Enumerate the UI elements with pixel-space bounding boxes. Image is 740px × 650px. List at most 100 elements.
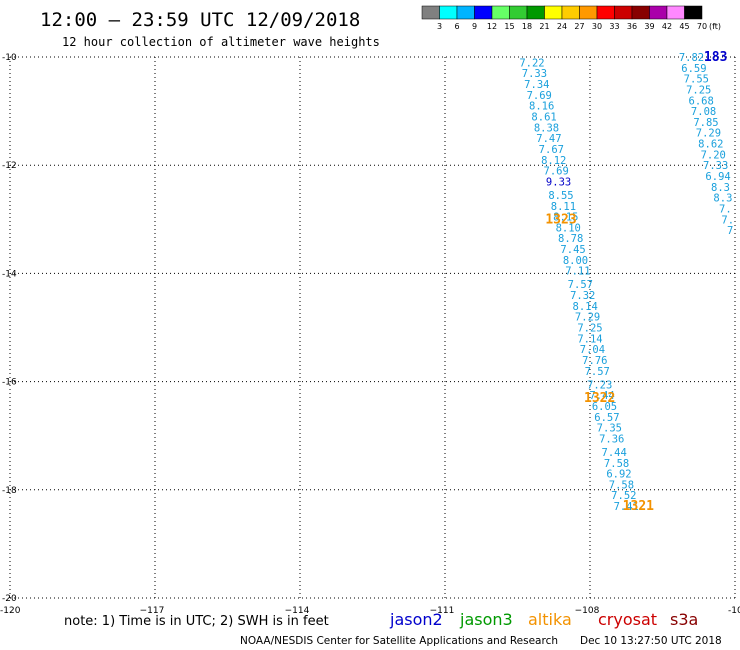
- swh-value: 8.55: [548, 190, 573, 202]
- grid-lines: [9, 56, 736, 599]
- pass-number: 1322: [584, 391, 615, 406]
- colorbar-label: 18: [522, 22, 532, 31]
- satellite-legend-item: s3a: [670, 610, 698, 629]
- colorbar-swatch: [544, 5, 563, 20]
- swh-value: 7.32: [570, 290, 595, 302]
- y-tick-label: -20: [2, 594, 17, 604]
- swh-value: 7.44: [602, 447, 627, 459]
- swh-value: 6.94: [705, 171, 730, 183]
- track-data: 7.227.337.347.698.168.618.387.477.678.12…: [519, 50, 734, 514]
- colorbar-label: 15: [504, 22, 514, 31]
- x-tick-label: −117: [140, 606, 165, 616]
- swh-value: 8.3: [713, 193, 732, 205]
- swh-value: 6.59: [681, 63, 706, 75]
- swh-value: 7.52: [611, 490, 636, 502]
- swh-value: 7.44: [589, 390, 614, 402]
- swh-value: 7.33: [703, 160, 728, 172]
- swh-value: 8.14: [573, 301, 598, 313]
- swh-value: 7.: [719, 203, 732, 215]
- colorbar-label: 12: [487, 22, 497, 31]
- axis-ticks: −117 −114 −111 −108 -12 -14 -16 -18 -10 -20 -120 -1…: [0, 53, 740, 616]
- y-tick-label: -18: [2, 486, 17, 496]
- colorbar-label: 30: [592, 22, 602, 31]
- swh-value: 7.58: [604, 458, 629, 470]
- colorbar-label: 39: [644, 22, 654, 31]
- swh-value: 7.08: [691, 106, 716, 118]
- swh-value: 7.23: [587, 379, 612, 391]
- x-tick-label: -10: [728, 606, 740, 616]
- y-tick-label: -10: [2, 53, 17, 63]
- swh-value: 8.15: [553, 212, 578, 224]
- colorbar-swatch: [666, 5, 685, 20]
- swh-value: 8.3: [711, 182, 730, 194]
- colorbar-swatch: [526, 5, 545, 20]
- x-tick-label: −114: [285, 606, 310, 616]
- swh-value: 6.05: [592, 401, 617, 413]
- swh-value: 7.55: [684, 74, 709, 86]
- colorbar-label: 21: [539, 22, 549, 31]
- colorbar-swatch: [509, 5, 528, 20]
- colorbar-swatch: [456, 5, 475, 20]
- swh-value: 8.10: [556, 222, 581, 234]
- satellite-legend-item: jason2: [389, 610, 443, 629]
- swh-value: 7.57: [568, 279, 593, 291]
- colorbar-swatch: [474, 5, 493, 20]
- swh-value: 6.57: [594, 412, 619, 424]
- swh-value: 8.62: [698, 139, 723, 151]
- swh-value: 7.04: [580, 344, 605, 356]
- satellite-legend: jason2 jason3 altika cryosat s3a: [389, 610, 698, 629]
- x-tick-label: -120: [0, 606, 21, 616]
- swh-value: 7.69: [544, 166, 569, 178]
- chart-subtitle: 12 hour collection of altimeter wave hei…: [62, 35, 380, 49]
- swh-value: 7.58: [609, 479, 634, 491]
- swh-value: 8.12: [541, 155, 566, 167]
- colorbar-swatch: [649, 5, 668, 20]
- colorbar-label: 3: [437, 22, 442, 31]
- swh-value: 7.82: [679, 52, 704, 64]
- pass-number: 1321: [623, 499, 654, 514]
- colorbar-label: 27: [574, 22, 584, 31]
- colorbar-unit: (ft): [709, 22, 721, 31]
- swh-value: 7.22: [519, 57, 544, 69]
- colorbar-label: 24: [557, 22, 567, 31]
- swh-value: 7.76: [582, 355, 607, 367]
- swh-value: 7.57: [585, 366, 610, 378]
- swh-value: 7.45: [560, 244, 585, 256]
- swh-value: 9.33: [546, 176, 571, 188]
- swh-value: 7.11: [565, 266, 590, 278]
- swh-value: 7.85: [693, 117, 718, 129]
- y-tick-label: -12: [2, 161, 17, 171]
- swh-value: 7.: [721, 214, 734, 226]
- swh-value: 7.34: [524, 79, 549, 91]
- colorbar-label: 45: [679, 22, 689, 31]
- y-tick-label: -16: [2, 378, 17, 388]
- footer-note: note: 1) Time is in UTC; 2) SWH is in fe…: [64, 614, 329, 629]
- pass-number: 183: [704, 50, 727, 65]
- colorbar-swatch: [421, 5, 440, 20]
- swh-value: 7.67: [539, 144, 564, 156]
- swh-value: 8.11: [551, 201, 576, 213]
- colorbar-label: 36: [627, 22, 637, 31]
- colorbar-label: 33: [609, 22, 619, 31]
- swh-value: 6.68: [689, 95, 714, 107]
- swh-value: 7: [727, 225, 733, 237]
- swh-value: 7.29: [575, 312, 600, 324]
- colorbar-swatch: [579, 5, 598, 20]
- swh-value: 8.00: [563, 255, 588, 267]
- colorbar-swatch: [596, 5, 615, 20]
- swh-value: 7.47: [536, 133, 561, 145]
- color-legend: 3 6 9 12 15 18 21 24 27 30 33 36 39 42 45 70 (ft): [421, 5, 721, 31]
- colorbar-swatch: [439, 5, 458, 20]
- satellite-legend-item: cryosat: [598, 610, 657, 629]
- swh-value: 8.38: [534, 122, 559, 134]
- swh-value: 8.16: [529, 101, 554, 113]
- colorbar-label: 6: [454, 22, 459, 31]
- swh-value: 7.36: [599, 433, 624, 445]
- colorbar-swatch: [631, 5, 650, 20]
- colorbar-label: 70: [697, 22, 707, 31]
- colorbar-label: 9: [472, 22, 477, 31]
- swh-value: 7.14: [577, 333, 602, 345]
- colorbar-swatch: [684, 5, 703, 20]
- chart-title: 12:00 – 23:59 UTC 12/09/2018: [40, 9, 360, 31]
